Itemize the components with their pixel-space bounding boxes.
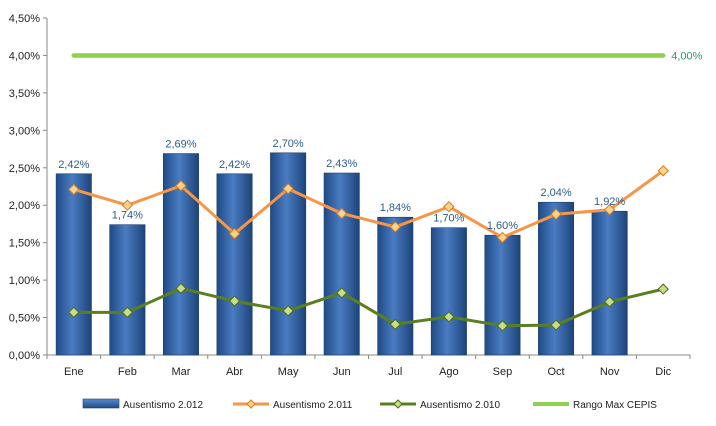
ausentismo-2011-marker [68,183,80,196]
ausentismo-2010-marker [603,296,616,308]
ausentismo-2010-marker [550,319,562,331]
ausentismo-2011-marker [336,207,348,220]
legend-swatch-marker [246,399,256,409]
ausentismo-2010-marker [443,311,455,323]
bar-data-label: 2,04% [540,187,571,199]
ausentismo-2010-marker [175,282,187,295]
ausentismo-2010-marker [657,283,669,295]
ausentismo-2010-line [73,286,664,328]
ausentismo-2011-marker [282,183,294,195]
bar [377,216,414,356]
bar-data-label: 2,42% [58,159,89,171]
x-tick-label: Ago [439,366,459,378]
x-tick-label: Feb [118,366,137,378]
legend-swatch-marker [393,399,403,409]
ausentismo-2010-marker [282,305,294,317]
ausentismo-2011-line [73,169,665,239]
x-tick-label: Nov [600,366,620,378]
legend-label: Ausentismo 2.010 [420,400,500,411]
ausentismo-2010-marker [121,306,134,319]
y-tick-label: 4,50% [9,13,40,25]
bar-data-label: 2,70% [273,138,304,150]
x-tick-label: Jul [388,366,402,378]
ausentismo-2010-marker [336,287,348,299]
bar-data-label: 1,70% [433,213,464,225]
x-tick-label: Mar [171,366,190,378]
bar [430,227,467,356]
ausentismo-2011-marker [657,165,669,177]
bar-data-label: 2,69% [165,139,196,151]
ausentismo-2011-marker [443,201,455,213]
y-tick-label: 3,00% [9,125,40,137]
legend: Ausentismo 2.012 Ausentismo 2.011 Ausentis… [82,398,657,411]
bar-data-label: 2,43% [326,158,357,170]
y-tick-label: 3,50% [9,88,40,100]
ausentismo-2010-marker [389,318,401,331]
bar-data-label: 1,60% [487,220,518,232]
y-tick-label: 4,00% [9,50,40,62]
cepis-data-label: 4,00% [671,50,702,62]
y-tick-label: 2,50% [9,163,40,175]
bar-series [55,152,628,356]
line-series [68,53,669,332]
ausentismo-2010-marker [496,320,509,332]
x-tick-label: Abr [226,366,243,378]
legend-label: Ausentismo 2.012 [123,400,203,411]
bar [55,173,92,356]
x-tick-label: Jun [333,366,351,378]
x-tick-label: Sep [493,366,513,378]
x-tick-label: Ene [64,366,84,378]
x-tick-label: Oct [547,366,564,378]
bar-data-label: 1,74% [112,210,143,222]
x-tick-label: Dic [655,366,671,378]
bar-data-label: 1,84% [380,202,411,214]
y-tick-label: 0,00% [9,350,40,362]
legend-label: Rango Max CEPIS [573,400,657,411]
ausentismo-2011-marker [550,208,562,220]
bar [591,210,628,356]
legend-label: Ausentismo 2.011 [273,400,353,411]
axes: 0,00% 0,50% 1,00% 1,50% 2,00% 2,50% 3,00% 3,50%… [9,13,691,378]
ausentismo-2011-marker [175,180,187,192]
bar-data-label: 2,42% [219,159,250,171]
ausentismo-2011-marker [496,231,509,244]
y-tick-label: 0,50% [9,313,40,325]
bar [109,224,146,356]
bar [538,201,575,356]
bar-data-label: 1,92% [594,196,625,208]
y-tick-label: 1,50% [9,238,40,250]
bar [484,234,521,356]
bar [216,173,253,356]
ausentismo-2011-marker [121,199,134,211]
ausentismo-2011-marker [389,221,401,233]
x-tick-label: May [278,366,299,378]
y-tick-label: 1,00% [9,275,40,287]
ausentismo-2011-marker [228,227,241,240]
legend-swatch-bar [82,398,120,409]
ausentismo-2011-marker [603,204,616,216]
bar [323,172,360,356]
ausentismo-2010-marker [68,306,80,319]
data-labels: 2,42% 1,74% 2,69% 2,42% 2,70% 2,43% 1,84% 1,70%… [58,50,702,232]
y-tick-label: 2,00% [9,200,40,212]
ausentismo-2010-marker [228,295,241,307]
